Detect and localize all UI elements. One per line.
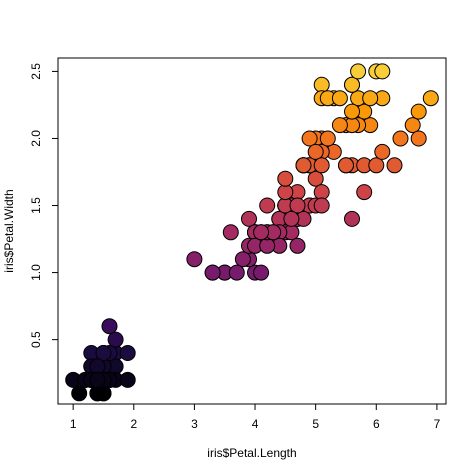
- data-point: [204, 264, 221, 281]
- data-point: [319, 130, 336, 147]
- x-tick-label: 4: [252, 417, 259, 431]
- data-point: [392, 130, 409, 147]
- data-point: [313, 197, 330, 214]
- x-tick-label: 3: [191, 417, 198, 431]
- data-point: [222, 224, 239, 241]
- data-point: [186, 251, 203, 268]
- data-point: [234, 251, 251, 268]
- data-point: [119, 371, 136, 388]
- data-point: [331, 90, 348, 107]
- data-point: [368, 157, 385, 174]
- data-point: [277, 170, 294, 187]
- data-point: [259, 197, 276, 214]
- data-point: [277, 184, 294, 201]
- data-point: [89, 358, 106, 375]
- data-point: [107, 331, 124, 348]
- x-tick-label: 2: [130, 417, 137, 431]
- data-point: [295, 157, 312, 174]
- y-tick-label: 2.0: [29, 130, 43, 147]
- data-point: [259, 237, 276, 254]
- data-point: [313, 157, 330, 174]
- y-tick-label: 2.5: [29, 63, 43, 80]
- data-point: [313, 76, 330, 93]
- data-point: [410, 130, 427, 147]
- y-tick-label: 0.5: [29, 331, 43, 348]
- data-point: [422, 90, 439, 107]
- data-point: [344, 76, 360, 93]
- y-axis-label: iris$Petal.Width: [2, 189, 16, 272]
- data-point: [404, 117, 421, 134]
- data-point: [313, 184, 330, 201]
- x-tick-label: 5: [312, 417, 319, 431]
- data-point: [283, 210, 300, 227]
- data-point: [386, 157, 403, 174]
- data-point: [71, 385, 88, 402]
- y-tick-label: 1.5: [29, 197, 43, 214]
- data-point: [289, 237, 306, 254]
- data-point: [344, 103, 360, 120]
- data-point: [119, 345, 136, 361]
- points-layer: [65, 63, 439, 402]
- data-point: [253, 264, 270, 281]
- x-tick-label: 7: [434, 417, 441, 431]
- data-point: [307, 143, 324, 160]
- data-point: [410, 103, 427, 120]
- data-point: [338, 157, 354, 174]
- data-point: [350, 63, 367, 80]
- data-point: [101, 318, 118, 335]
- y-tick-label: 1.0: [29, 264, 43, 281]
- data-point: [307, 170, 324, 187]
- x-axis: 1 2 3 4 5 6 7: [70, 403, 441, 431]
- data-point: [228, 264, 245, 281]
- data-point: [331, 117, 348, 134]
- data-point: [95, 345, 112, 361]
- data-point: [253, 224, 270, 241]
- x-tick-label: 1: [70, 417, 77, 431]
- data-point: [356, 184, 373, 201]
- data-point: [289, 197, 306, 214]
- data-point: [241, 210, 257, 227]
- y-axis: 0.5 1.0 1.5 2.0 2.5: [29, 63, 59, 348]
- data-point: [89, 385, 106, 402]
- data-point: [374, 143, 391, 160]
- data-point: [301, 130, 318, 147]
- data-point: [374, 63, 391, 80]
- x-tick-label: 6: [373, 417, 380, 431]
- data-point: [89, 371, 106, 388]
- data-point: [362, 90, 379, 107]
- data-point: [344, 210, 360, 227]
- x-axis-label: iris$Petal.Length: [207, 446, 296, 460]
